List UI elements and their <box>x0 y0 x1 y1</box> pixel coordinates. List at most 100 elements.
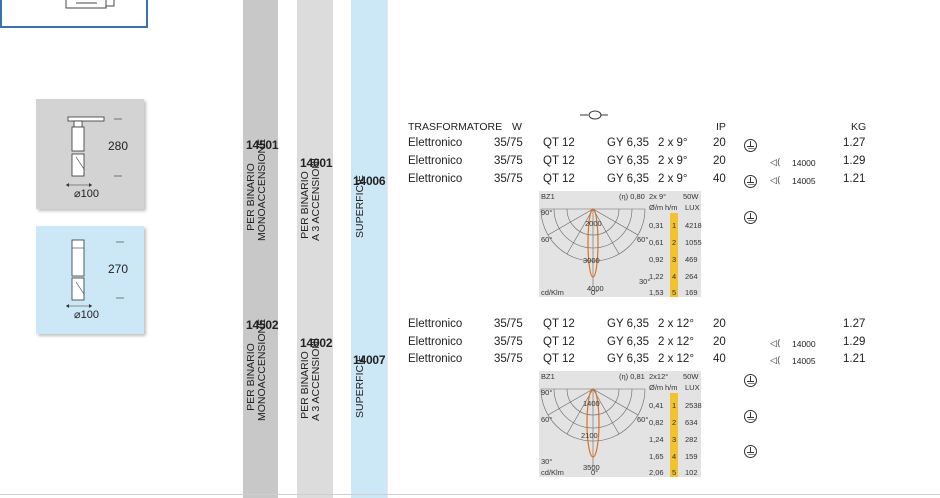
column-superficie <box>351 0 387 498</box>
tras-cell: Elettronico <box>408 173 463 185</box>
column-binario-mono <box>243 0 278 498</box>
code-14502: 14502 <box>246 318 279 332</box>
beam-cell: 2 x 9° <box>658 155 688 167</box>
beam-cell: 2 x 12° <box>658 336 694 348</box>
divider <box>0 494 940 495</box>
fixture-drawing-icon <box>66 116 122 187</box>
accessory-icon: ◁⟨ <box>770 355 781 365</box>
photometric-diagram: BZ1 (η) 0,80 2x 9° 50W Ø/m h/m LUX cd/Kl… <box>539 191 702 297</box>
lamp-cell: QT 12 <box>543 353 575 365</box>
ground-icon <box>744 211 757 224</box>
ground-icon <box>744 410 757 423</box>
tras-cell: Elettronico <box>408 318 463 330</box>
ip-cell: 40 <box>713 353 726 365</box>
w-cell: 35/75 <box>494 155 523 167</box>
w-cell: 35/75 <box>494 137 523 149</box>
product-thumbnail-top <box>0 0 148 28</box>
height-dimension: 280 <box>108 139 129 153</box>
kg-cell: 1.21 <box>843 173 866 185</box>
ip-cell: 20 <box>713 155 726 167</box>
table-row: Elettronico 35/75 QT 12 GY 6,35 2 x 9° 2… <box>0 18 940 188</box>
ip-cell: 20 <box>713 336 726 348</box>
accessory-icon: ◁⟨ <box>770 338 781 348</box>
header-kg: KG <box>851 121 867 133</box>
lamp-icon <box>580 110 608 120</box>
lamp-cell: QT 12 <box>543 336 575 348</box>
fixture-drawing-icon <box>66 239 124 308</box>
ground-icon <box>744 374 757 387</box>
socket-cell: GY 6,35 <box>607 155 649 167</box>
diameter-dimension: ⌀100 <box>74 188 99 200</box>
photometric-diagram: BZ1 (η) 0,81 2x12° 50W Ø/m h/m LUX cd/Kl… <box>539 371 702 477</box>
code-14001: 14001 <box>300 156 333 170</box>
header-trasformatore: TRASFORMATORE <box>408 121 503 133</box>
accessory-icon: ◁⟨ <box>770 157 781 167</box>
label-binario-mono: PER BINARIO MONOACCENSIONE <box>245 138 268 241</box>
ip-cell: 20 <box>713 137 726 149</box>
height-dimension: 270 <box>108 262 129 276</box>
track-fixture-icon <box>65 0 115 9</box>
lamp-cell: QT 12 <box>543 155 575 167</box>
tras-cell: Elettronico <box>408 353 463 365</box>
code-14002: 14002 <box>300 336 333 350</box>
socket-cell: GY 6,35 <box>607 173 649 185</box>
table-row: Elettronico 35/75 QT 12 GY 6,35 2 x 12° … <box>0 54 940 387</box>
label-binario-3acc: PER BINARIO A 3 ACCENSIONI <box>299 338 322 421</box>
kg-cell: 1.27 <box>843 318 866 330</box>
beam-cell: 2 x 9° <box>658 173 688 185</box>
ground-icon <box>744 445 757 458</box>
kg-cell: 1.29 <box>843 155 866 167</box>
lux-column-bar <box>670 393 678 477</box>
diameter-dimension: ⌀100 <box>74 309 99 321</box>
w-cell: 35/75 <box>494 318 523 330</box>
divider <box>387 0 388 498</box>
socket-cell: GY 6,35 <box>607 318 649 330</box>
ground-icon <box>744 175 757 188</box>
w-cell: 35/75 <box>494 353 523 365</box>
product-card-270: 270 ⌀100 <box>36 226 144 334</box>
tras-cell: Elettronico <box>408 137 463 149</box>
column-binario-3acc <box>297 0 333 498</box>
socket-cell: GY 6,35 <box>607 336 649 348</box>
kg-cell: 1.21 <box>843 353 866 365</box>
code-14501: 14501 <box>246 138 279 152</box>
table-row: Elettronico 35/75 QT 12 GY 6,35 2 x 12° … <box>0 72 940 423</box>
header-ip: IP <box>716 121 726 133</box>
acc-cell: 14000 <box>792 158 816 168</box>
label-binario-mono: PER BINARIO MONOACCENSIONE <box>245 318 268 421</box>
ip-cell: 20 <box>713 318 726 330</box>
w-cell: 35/75 <box>494 336 523 348</box>
code-14006: 14006 <box>353 174 386 188</box>
polar-curve-icon <box>540 208 646 287</box>
socket-cell: GY 6,35 <box>607 137 649 149</box>
w-cell: 35/75 <box>494 173 523 185</box>
ground-icon <box>744 139 757 152</box>
table-row: Elettronico 35/75 QT 12 GY 6,35 2 x 9° 2… <box>0 0 940 152</box>
polar-curve-icon <box>540 388 646 467</box>
accessory-icon: ◁⟨ <box>770 175 781 185</box>
table-row: Elettronico 35/75 QT 12 GY 6,35 2 x 12° … <box>0 90 940 458</box>
product-card-280: 280 ⌀100 <box>36 99 144 209</box>
kg-cell: 1.27 <box>843 137 866 149</box>
tras-cell: Elettronico <box>408 336 463 348</box>
label-superficie: SUPERFICIE <box>354 174 366 238</box>
lux-column-bar <box>670 213 678 297</box>
tras-cell: Elettronico <box>408 155 463 167</box>
acc-cell: 14005 <box>792 356 816 366</box>
table-row: Elettronico 35/75 QT 12 GY 6,35 2 x 9° 4… <box>0 36 940 224</box>
code-14007: 14007 <box>353 353 386 367</box>
beam-cell: 2 x 12° <box>658 353 694 365</box>
label-binario-3acc: PER BINARIO A 3 ACCENSIONI <box>299 158 322 241</box>
lamp-cell: QT 12 <box>543 137 575 149</box>
ip-cell: 40 <box>713 173 726 185</box>
label-superficie: SUPERFICIE <box>354 354 366 418</box>
acc-cell: 14000 <box>792 339 816 349</box>
header-w: W <box>512 121 522 133</box>
beam-cell: 2 x 12° <box>658 318 694 330</box>
lamp-cell: QT 12 <box>543 173 575 185</box>
lamp-cell: QT 12 <box>543 318 575 330</box>
kg-cell: 1.29 <box>843 336 866 348</box>
beam-cell: 2 x 9° <box>658 137 688 149</box>
acc-cell: 14005 <box>792 176 816 186</box>
socket-cell: GY 6,35 <box>607 353 649 365</box>
